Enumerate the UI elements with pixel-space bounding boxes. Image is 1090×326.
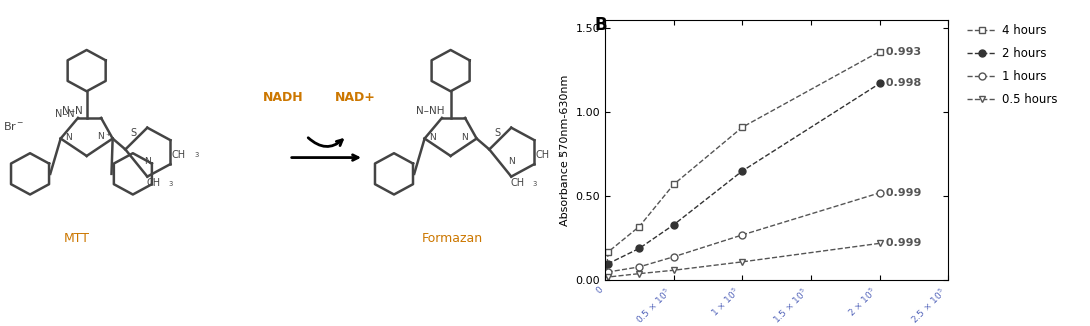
Line: 4 hours: 4 hours: [602, 48, 883, 282]
Text: Br$^-$: Br$^-$: [3, 120, 24, 132]
Text: N: N: [144, 157, 152, 166]
Text: CH: CH: [510, 178, 524, 188]
Text: N–N: N–N: [54, 109, 74, 119]
0.5 hours: [873, 241, 886, 245]
Text: S: S: [130, 128, 136, 138]
Text: N–NH: N–NH: [416, 106, 445, 116]
4 hours: [736, 125, 749, 129]
1 hours: [873, 191, 886, 195]
2 hours: [736, 169, 749, 173]
Text: B: B: [594, 16, 607, 34]
Text: $_3$: $_3$: [194, 150, 199, 160]
0.5 hours: [602, 275, 615, 279]
2 hours: [633, 246, 646, 250]
Line: 0.5 hours: 0.5 hours: [602, 240, 883, 284]
Text: NADH: NADH: [263, 91, 303, 104]
0.5 hours: [736, 260, 749, 264]
Text: 0.993: 0.993: [882, 47, 921, 56]
0.5 hours: [667, 268, 680, 272]
Text: $_3$: $_3$: [532, 179, 538, 188]
Text: 0.999: 0.999: [882, 188, 921, 198]
4 hours: [633, 225, 646, 229]
2 hours: [602, 261, 615, 265]
4 hours: [602, 250, 615, 254]
1 hours: [736, 233, 749, 237]
Text: N: N: [461, 133, 468, 141]
Legend: 4 hours, 2 hours, 1 hours, 0.5 hours: 4 hours, 2 hours, 1 hours, 0.5 hours: [962, 20, 1063, 111]
Text: NAD+: NAD+: [335, 91, 376, 104]
Text: N: N: [64, 133, 72, 141]
1 hours: [598, 277, 611, 281]
4 hours: [873, 50, 886, 53]
2 hours: [598, 277, 611, 281]
Text: CH: CH: [171, 150, 185, 159]
Text: N: N: [428, 133, 435, 141]
0.5 hours: [598, 278, 611, 282]
Y-axis label: Absorbance 570nm-630nm: Absorbance 570nm-630nm: [560, 74, 570, 226]
Text: Formazan: Formazan: [422, 232, 483, 245]
4 hours: [598, 277, 611, 281]
Text: N–N: N–N: [62, 106, 83, 116]
Text: $_3$: $_3$: [557, 150, 564, 160]
Text: 0.999: 0.999: [882, 238, 921, 248]
Text: $_3$: $_3$: [168, 179, 174, 188]
Line: 1 hours: 1 hours: [602, 189, 883, 283]
2 hours: [667, 223, 680, 227]
4 hours: [667, 183, 680, 186]
Text: N$^+$: N$^+$: [97, 130, 111, 141]
Text: N: N: [508, 157, 516, 166]
1 hours: [602, 270, 615, 274]
0.5 hours: [633, 272, 646, 275]
Text: CH: CH: [146, 178, 160, 188]
Text: S: S: [494, 128, 500, 138]
Text: CH: CH: [535, 150, 549, 159]
Text: MTT: MTT: [63, 232, 89, 245]
Text: 0.998: 0.998: [882, 79, 921, 88]
Line: 2 hours: 2 hours: [602, 80, 883, 282]
1 hours: [667, 255, 680, 259]
2 hours: [873, 82, 886, 85]
1 hours: [633, 265, 646, 269]
